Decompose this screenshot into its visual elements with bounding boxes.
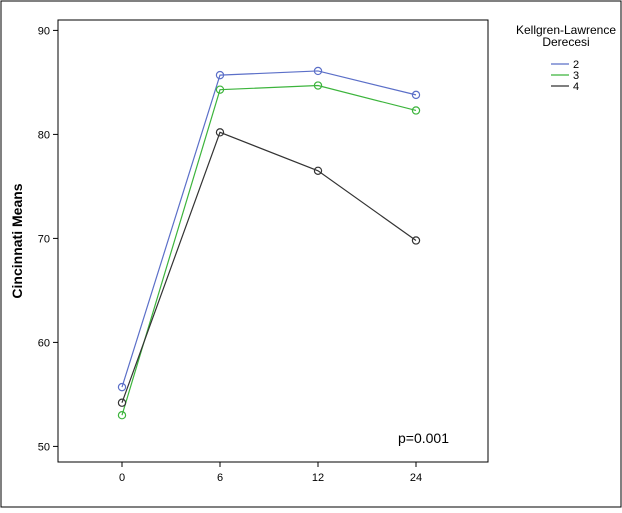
x-tick-label: 12 bbox=[312, 472, 324, 484]
y-tick-label: 70 bbox=[38, 233, 50, 245]
data-point-series-3 bbox=[411, 106, 421, 115]
data-point-series-2 bbox=[117, 382, 127, 392]
data-point-series-4 bbox=[117, 398, 127, 407]
y-tick-label: 90 bbox=[38, 25, 50, 37]
legend: Kellgren-Lawrence Derecesi 234 bbox=[516, 23, 616, 93]
data-point-series-4 bbox=[313, 166, 323, 175]
annotation-p-value: p=0.001 bbox=[398, 430, 449, 446]
x-tick-label: 24 bbox=[410, 472, 422, 484]
data-point-series-3 bbox=[313, 81, 323, 90]
x-tick-label: 0 bbox=[119, 472, 125, 484]
y-tick-label: 50 bbox=[38, 441, 50, 453]
legend-items: 234 bbox=[551, 59, 579, 93]
y-tick-label: 60 bbox=[38, 337, 50, 349]
x-axis: 0 6 12 24 bbox=[119, 462, 422, 484]
y-axis: 50 60 70 80 90 bbox=[38, 25, 58, 453]
data-point-series-3 bbox=[117, 411, 127, 420]
legend-label-4: 4 bbox=[573, 81, 579, 93]
y-axis-label: Cincinnati Means bbox=[9, 183, 25, 298]
legend-title-line-1: Kellgren-Lawrence bbox=[516, 23, 616, 37]
data-point-series-4 bbox=[411, 236, 421, 245]
legend-title-line-2: Derecesi bbox=[542, 35, 589, 49]
plot-area-frame bbox=[57, 19, 489, 463]
series-line-4 bbox=[121, 131, 417, 403]
data-point-series-3 bbox=[215, 85, 225, 94]
legend-label-3: 3 bbox=[573, 70, 579, 82]
data-point-series-2 bbox=[411, 90, 421, 100]
legend-label-2: 2 bbox=[573, 59, 579, 71]
series-line-3 bbox=[121, 84, 417, 416]
series-layer bbox=[117, 66, 421, 420]
y-tick-label: 80 bbox=[38, 129, 50, 141]
x-tick-label: 6 bbox=[217, 472, 223, 484]
series-line-2 bbox=[121, 70, 417, 388]
data-point-series-2 bbox=[215, 70, 225, 80]
data-point-series-2 bbox=[313, 66, 323, 76]
data-point-series-4 bbox=[215, 128, 225, 137]
